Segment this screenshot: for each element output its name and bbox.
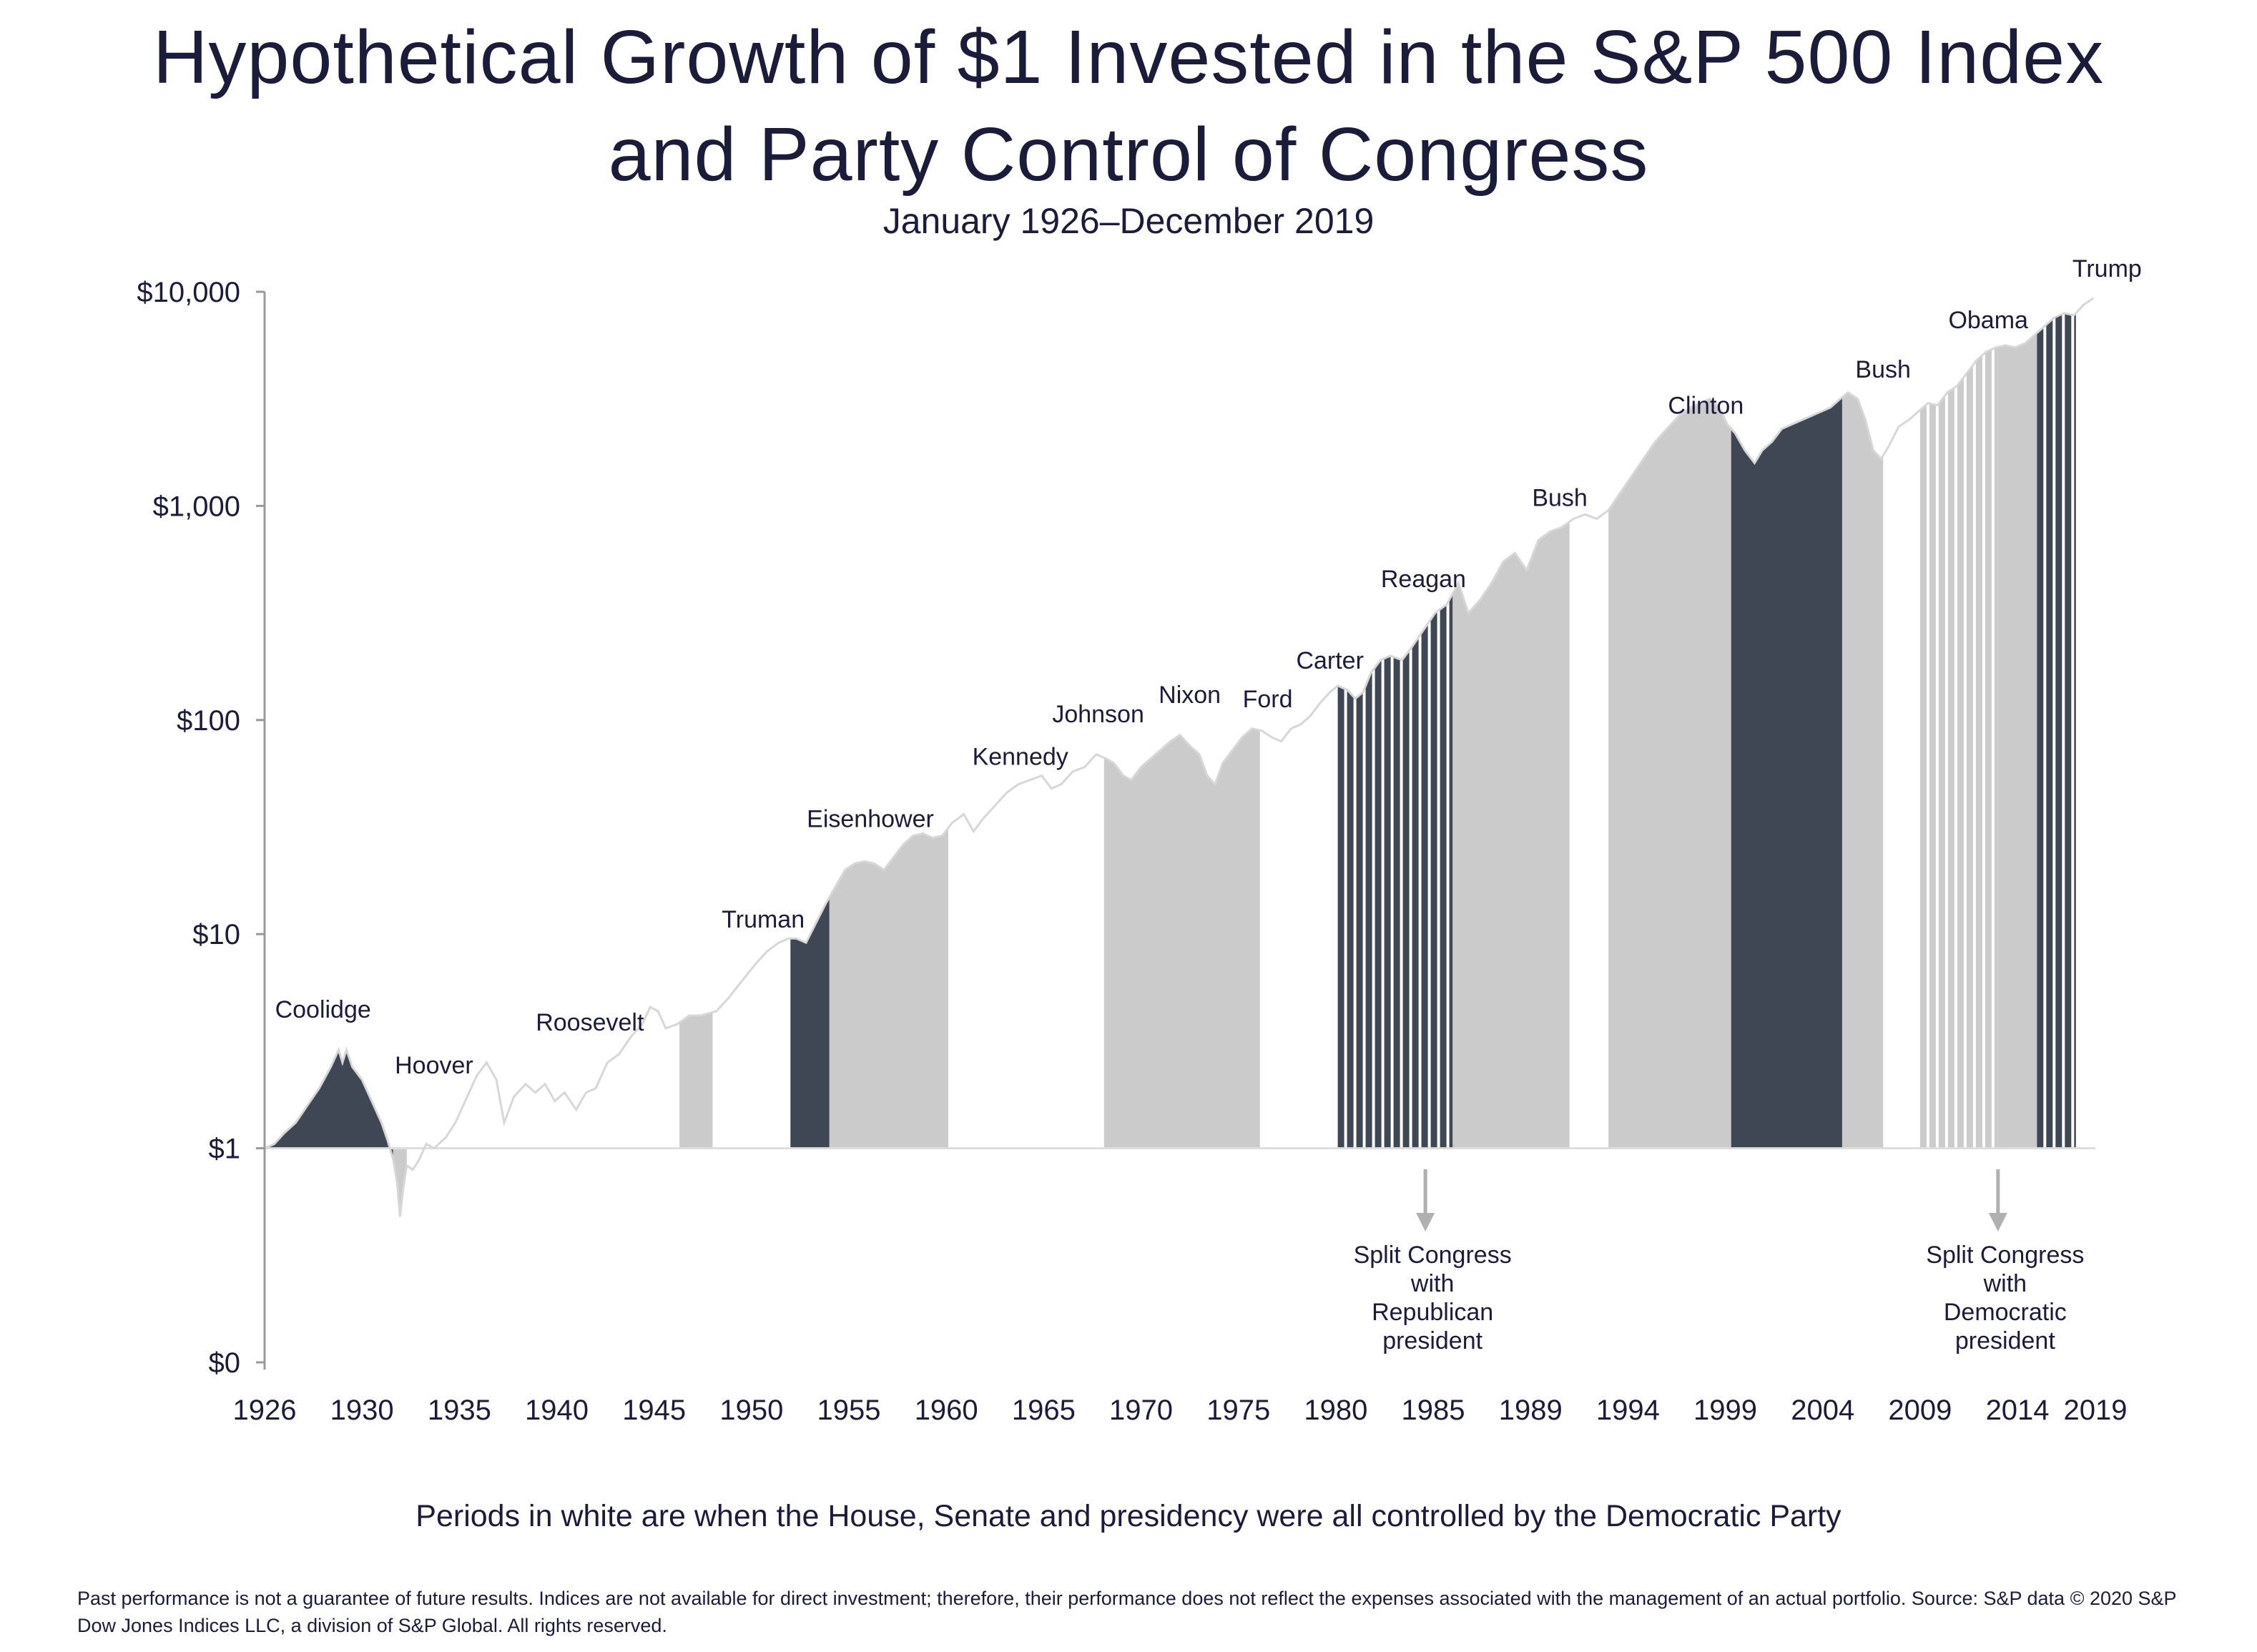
president-label: Johnson xyxy=(1052,701,1144,728)
y-tick-label: $0 xyxy=(209,1347,241,1379)
annotation-text-line: Split Congress xyxy=(1926,1242,2084,1269)
y-tick-label: $10 xyxy=(192,919,240,950)
annotation-text-line: Democratic xyxy=(1944,1299,2067,1326)
period-band xyxy=(1997,298,2037,1217)
annotation-text-line: Republican xyxy=(1372,1299,1493,1326)
x-tick-label: 1955 xyxy=(817,1395,881,1426)
x-tick-label: 1985 xyxy=(1402,1395,1465,1426)
period-band-stripe xyxy=(1947,298,1954,1217)
period-band xyxy=(679,298,713,1217)
period-band-stripe xyxy=(1337,298,1344,1217)
annotation-arrow-head xyxy=(1988,1213,2007,1231)
x-tick-label: 1930 xyxy=(330,1395,394,1426)
x-tick-label: 1994 xyxy=(1596,1395,1660,1426)
president-label: Bush xyxy=(1855,356,1911,383)
annotation-text-line: with xyxy=(1983,1270,2027,1297)
period-band-stripe xyxy=(1957,298,1964,1217)
x-tick-label: 1965 xyxy=(1012,1395,1076,1426)
president-label: Ford xyxy=(1243,686,1293,713)
period-band-stripe xyxy=(1994,298,1998,1217)
period-band-stripe xyxy=(1966,298,1973,1217)
split-congress-annotations: Split CongresswithRepublicanpresidentSpl… xyxy=(1354,1169,2084,1354)
period-band-stripe xyxy=(1929,298,1936,1217)
period-band-stripe xyxy=(1365,298,1372,1217)
president-label: Eisenhower xyxy=(807,806,934,833)
x-tick-label: 2019 xyxy=(2064,1395,2128,1426)
period-band-stripe xyxy=(1384,298,1391,1217)
period-band-stripe xyxy=(1440,298,1447,1217)
y-tick-label: $1 xyxy=(209,1134,241,1165)
period-band xyxy=(1731,298,1842,1217)
period-band-stripe xyxy=(1421,298,1428,1217)
y-tick-label: $10,000 xyxy=(137,277,240,308)
y-axis: $10,000 $1,000 $100 $10 $1 $0 xyxy=(137,277,266,1379)
period-band-stripe xyxy=(2055,298,2062,1217)
president-label: Clinton xyxy=(1668,393,1744,420)
x-axis: 1926 1930 1935 1940 1945 1950 1955 1960 1965 1970… xyxy=(233,1395,2128,1426)
president-label: Reagan xyxy=(1381,566,1466,593)
period-band-stripe xyxy=(2046,298,2053,1217)
x-tick-label: 1970 xyxy=(1109,1395,1173,1426)
period-band xyxy=(1842,298,1884,1217)
x-tick-label: 1975 xyxy=(1206,1395,1270,1426)
x-tick-label: 1940 xyxy=(525,1395,589,1426)
x-tick-label: 2004 xyxy=(1791,1395,1854,1426)
president-labels: Coolidge Hoover Roosevelt Truman Eisenhower K… xyxy=(275,255,2142,1079)
period-band-stripe xyxy=(1975,298,1982,1217)
period-band-stripe xyxy=(2065,298,2072,1217)
president-label: Trump xyxy=(2072,255,2142,282)
president-label: Truman xyxy=(722,906,805,933)
president-label: Coolidge xyxy=(275,996,371,1023)
president-label: Roosevelt xyxy=(536,1009,644,1036)
period-band-stripe xyxy=(1412,298,1419,1217)
period-band-stripe xyxy=(1449,298,1453,1217)
white-periods-note: Periods in white are when the House, Sen… xyxy=(415,1499,1842,1533)
period-band-stripe xyxy=(1393,298,1400,1217)
president-label: Carter xyxy=(1296,647,1363,674)
period-band-stripe xyxy=(1919,298,1927,1217)
period-band-stripe xyxy=(2037,298,2044,1217)
president-label: Obama xyxy=(1948,307,2028,334)
annotation-arrow-head xyxy=(1416,1213,1435,1231)
chart-subtitle: January 1926–December 2019 xyxy=(882,201,1375,241)
president-label: Hoover xyxy=(395,1052,473,1079)
annotation-text-line: president xyxy=(1382,1327,1482,1354)
period-band-stripe xyxy=(1356,298,1363,1217)
period-band-stripe xyxy=(1375,298,1382,1217)
x-tick-label: 1950 xyxy=(719,1395,783,1426)
x-tick-label: 1926 xyxy=(233,1395,297,1426)
disclaimer-footer: Past performance is not a guarantee of f… xyxy=(77,1588,2177,1636)
annotation-text-line: president xyxy=(1955,1327,2055,1354)
x-tick-label: 1980 xyxy=(1304,1395,1367,1426)
period-band-stripe xyxy=(1347,298,1354,1217)
x-tick-label: 1999 xyxy=(1693,1395,1757,1426)
y-tick-label: $1,000 xyxy=(153,491,240,522)
period-band-stripe xyxy=(1938,298,1945,1217)
x-tick-label: 1935 xyxy=(428,1395,491,1426)
annotation-text-line: with xyxy=(1410,1270,1454,1297)
period-band-stripe xyxy=(1985,298,1992,1217)
y-tick-label: $100 xyxy=(177,705,240,737)
x-tick-label: 2009 xyxy=(1888,1395,1952,1426)
period-band xyxy=(265,298,393,1217)
period-band-stripe xyxy=(2074,298,2076,1217)
x-tick-label: 1960 xyxy=(915,1395,978,1426)
x-tick-label: 2014 xyxy=(1986,1395,2050,1426)
growth-line xyxy=(264,297,2095,1217)
x-tick-label: 1989 xyxy=(1499,1395,1563,1426)
growth-chart: $10,000 $1,000 $100 $10 $1 $0 1926 1930 1935 194… xyxy=(137,255,2142,1426)
period-band-stripe xyxy=(1402,298,1410,1217)
chart-title-line-2: and Party Control of Congress xyxy=(608,112,1649,197)
president-label: Kennedy xyxy=(973,744,1068,771)
x-tick-label: 1945 xyxy=(622,1395,686,1426)
period-band-stripe xyxy=(1430,298,1437,1217)
president-label: Bush xyxy=(1532,484,1588,511)
party-control-bands xyxy=(265,298,2076,1217)
president-label: Nixon xyxy=(1159,682,1221,709)
period-band xyxy=(1103,298,1260,1217)
chart-title-line-1: Hypothetical Growth of $1 Invested in th… xyxy=(152,15,2105,99)
annotation-text-line: Split Congress xyxy=(1354,1242,1512,1269)
period-band xyxy=(393,298,407,1217)
